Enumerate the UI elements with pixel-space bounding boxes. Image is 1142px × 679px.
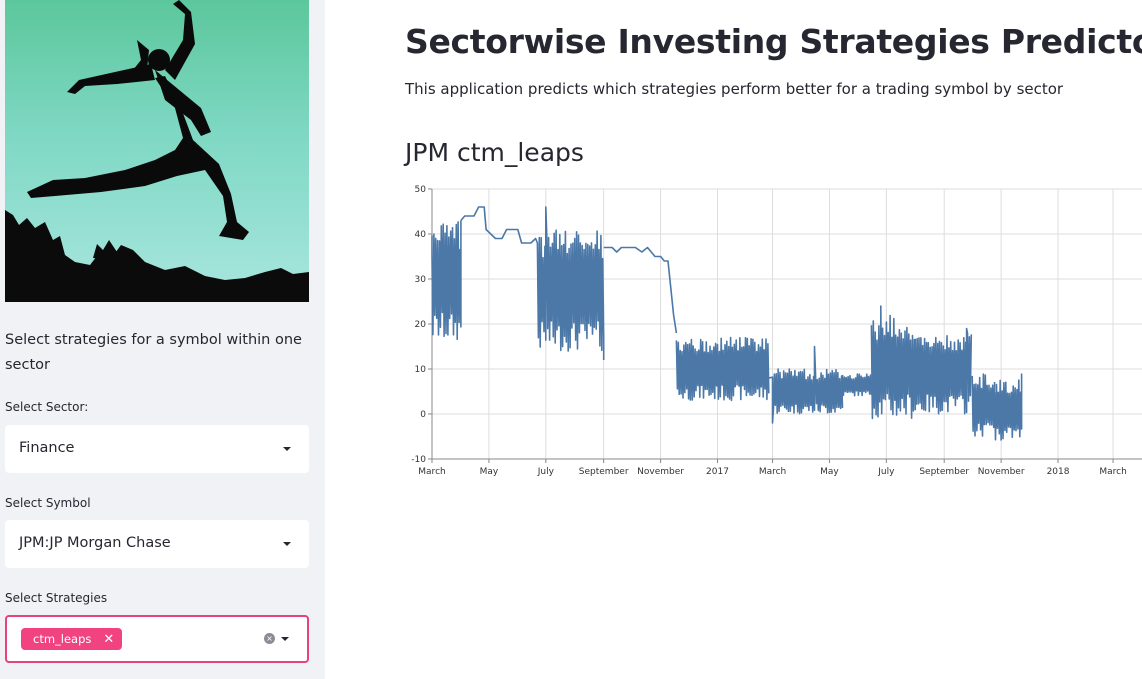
x-tick-label: March (418, 467, 445, 477)
x-tick-label: 2017 (706, 467, 729, 477)
clear-all-icon[interactable]: × (264, 633, 275, 644)
series-line (993, 373, 1023, 441)
series-line (914, 327, 973, 415)
jumping-silhouette-image (5, 0, 309, 302)
line-chart: -10 0 10 20 30 40 50 March May July September Novem… (411, 185, 1142, 477)
y-tick-label: 30 (415, 275, 427, 285)
x-tick-label: September (579, 467, 629, 477)
page-subtitle: This application predicts which strategi… (405, 80, 1064, 98)
x-tick-label: May (480, 467, 499, 477)
x-tick-label: November (637, 467, 684, 477)
x-tick-label: November (978, 467, 1025, 477)
chevron-down-icon (283, 542, 291, 546)
x-tick-label: March (1099, 467, 1126, 477)
x-tick-label: July (537, 467, 555, 477)
sector-select[interactable]: Finance (5, 425, 309, 473)
symbol-label: Select Symbol (5, 496, 91, 510)
series-line (768, 345, 844, 424)
sector-label: Select Sector: (5, 400, 89, 414)
main-content: Sectorwise Investing Strategies Predicto… (325, 0, 1142, 679)
series-line (536, 206, 605, 360)
x-tick-label: May (820, 467, 839, 477)
y-tick-label: 0 (420, 410, 426, 420)
series-line (431, 220, 462, 341)
y-tick-label: -10 (411, 455, 426, 465)
strategy-tag[interactable]: ctm_leaps ✕ (21, 628, 123, 650)
strategy-tag-label: ctm_leaps (33, 632, 92, 646)
hero-image (5, 0, 309, 302)
series-line (841, 373, 873, 397)
strategies-multiselect[interactable]: ctm_leaps ✕ × (5, 615, 309, 663)
x-tick-label: September (919, 467, 969, 477)
y-tick-label: 50 (415, 185, 427, 195)
page-title: Sectorwise Investing Strategies Predicto… (405, 22, 1142, 61)
chevron-down-icon (283, 447, 291, 451)
tag-remove-icon[interactable]: ✕ (103, 632, 115, 647)
sector-selected-value: Finance (19, 440, 75, 456)
symbol-selected-value: JPM:JP Morgan Chase (19, 535, 171, 551)
chart-heading: JPM ctm_leaps (405, 138, 584, 167)
chevron-down-icon[interactable] (281, 637, 289, 641)
series-line (460, 206, 539, 244)
series-line (603, 246, 678, 334)
strategies-label: Select Strategies (5, 591, 108, 605)
x-tick-label: July (877, 467, 895, 477)
x-tick-label: 2018 (1047, 467, 1070, 477)
y-tick-label: 40 (415, 230, 427, 240)
x-tick-label: March (759, 467, 786, 477)
y-tick-label: 10 (415, 365, 427, 375)
sidebar: Select strategies for a symbol within on… (0, 0, 325, 679)
series-line (675, 336, 770, 402)
symbol-select[interactable]: JPM:JP Morgan Chase (5, 520, 309, 568)
sidebar-intro-text: Select strategies for a symbol within on… (5, 332, 302, 373)
y-tick-label: 20 (415, 320, 427, 330)
series-line (870, 305, 917, 420)
series-line (971, 373, 996, 437)
